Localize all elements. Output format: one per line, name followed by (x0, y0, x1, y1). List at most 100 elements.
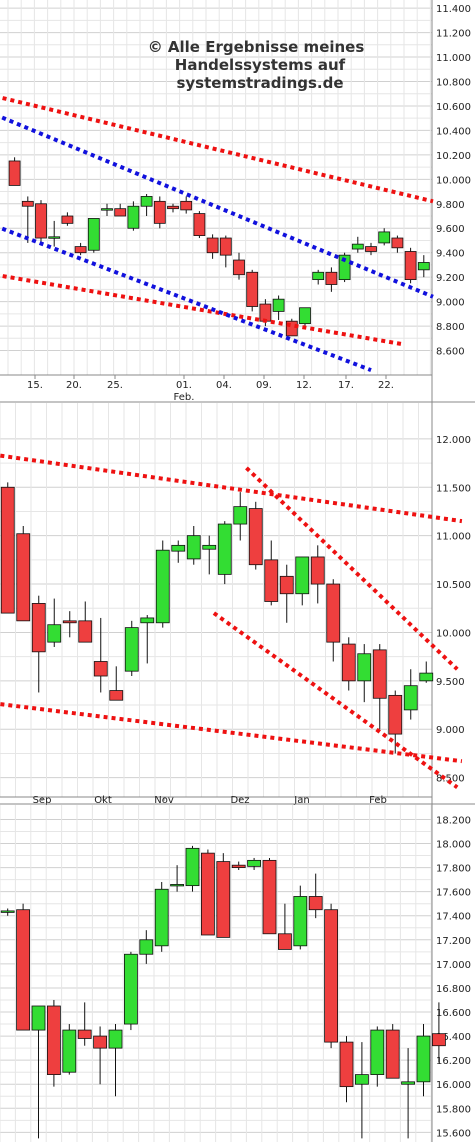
candle-body-down (326, 583, 341, 643)
candle-body-down (77, 1029, 92, 1039)
y-tick-label: 17.200 (436, 936, 471, 947)
candle-body-up (401, 1081, 416, 1085)
y-tick-label: 16.400 (436, 1032, 471, 1043)
x-tick-label: 01. (176, 380, 192, 391)
candle-body-down (35, 203, 47, 239)
y-tick-label: 11.000 (436, 53, 471, 64)
y-tick-label: 10.000 (436, 628, 471, 639)
candle-body-down (93, 1035, 107, 1049)
candle-body-up (272, 298, 285, 312)
y-tick-label: 16.800 (436, 984, 471, 995)
y-tick-label: 10.200 (436, 151, 471, 162)
candle-body-down (61, 215, 74, 224)
candle-body-down (325, 271, 338, 285)
x-tick-label: 17. (338, 380, 354, 391)
y-tick-label: 9.400 (436, 249, 465, 260)
x-tick-label: Jan (293, 795, 309, 805)
candle-body-up (127, 205, 140, 229)
candle-body-up (31, 1005, 46, 1031)
x-sublabel: Feb. (174, 392, 195, 403)
candle-body-down (114, 208, 127, 217)
candle-body-up (338, 254, 351, 281)
candle-body-up (351, 243, 364, 250)
candle-body-up (233, 506, 248, 525)
candle-body-down (324, 909, 339, 1043)
candle-body-down (279, 575, 294, 595)
y-tick-label: 9.000 (436, 298, 465, 309)
x-tick-label: Feb (369, 795, 387, 805)
candle-body-down (233, 259, 245, 276)
candle-body-up (202, 544, 217, 550)
candle-body-down (153, 200, 166, 224)
chart-body: 11.400 11.200 11.000 10.800 10.600 10.400 10.2… (0, 0, 471, 403)
x-tick-label: Sep (33, 795, 52, 805)
y-tick-label: 9.800 (436, 200, 465, 211)
candle-body-up (0, 910, 15, 913)
candle-body-down (16, 909, 31, 1031)
candle-body-down (167, 205, 179, 210)
red-trendline (0, 273, 405, 347)
y-tick-label: 9.500 (436, 677, 465, 688)
candle-body-up (170, 884, 185, 887)
x-tick-label: 25. (107, 380, 123, 391)
y-tick-label: 18.000 (436, 840, 471, 851)
red-trendline (0, 453, 463, 524)
candle-body-up (312, 271, 325, 281)
weekly-chart-panel: 12.000 11.500 11.000 10.500 10.000 9.500 9.000… (0, 403, 475, 805)
candle-body-up (186, 535, 201, 560)
blue-trendline (0, 114, 434, 299)
candle-body-down (216, 861, 231, 938)
candle-body-up (185, 847, 200, 887)
candle-body-down (16, 533, 31, 622)
y-tick-label: 16.000 (436, 1080, 471, 1091)
candle-body-down (308, 896, 323, 911)
candle-body-up (140, 617, 155, 624)
candle-body-up (370, 1029, 385, 1075)
candle-body-down (246, 271, 259, 307)
candle-body-down (431, 1033, 446, 1047)
y-tick-label: 10.400 (436, 126, 471, 137)
y-tick-label: 11.000 (436, 532, 471, 543)
y-tick-label: 10.500 (436, 580, 471, 591)
candle-body-down (78, 620, 93, 643)
candle-body-down (372, 649, 387, 699)
candle-body-up (124, 953, 138, 1025)
candle-body-down (264, 559, 279, 602)
candle-body-down (62, 620, 77, 624)
candle-body-down (180, 200, 193, 211)
candle-body-down (0, 486, 15, 614)
watermark-line-1: © Alle Ergebnisse meines (148, 38, 365, 56)
y-tick-label: 8.500 (436, 774, 465, 785)
candle-body-down (388, 694, 403, 735)
candle-body-up (354, 1074, 369, 1085)
candle-body-up (171, 544, 186, 552)
candle-body-up (140, 196, 153, 207)
y-tick-label: 8.800 (436, 322, 465, 333)
candle-body-down (310, 556, 325, 585)
x-tick-label: 09. (256, 380, 272, 391)
chart-body: 18.200 18.000 17.800 17.600 17.400 17.200 17.0… (0, 805, 471, 1142)
blue-trendline (0, 225, 372, 372)
candle-body-up (217, 523, 232, 575)
y-tick-label: 17.000 (436, 960, 471, 971)
y-tick-label: 10.000 (436, 175, 471, 186)
daily-candlestick-chart: 11.400 11.200 11.000 10.800 10.600 10.400 10.2… (0, 0, 475, 403)
candle-body-up (155, 549, 170, 624)
y-tick-label: 12.000 (436, 435, 471, 446)
candle-body-up (154, 888, 169, 947)
candle-body-up (295, 556, 310, 595)
candle-body-down (206, 237, 219, 254)
red-trendline (0, 702, 463, 764)
candle-body-up (416, 1035, 431, 1083)
x-tick-label: 04. (216, 380, 232, 391)
candle-body-down (277, 933, 292, 950)
candle-body-up (293, 896, 308, 947)
candle-body-down (341, 643, 356, 682)
candle-body-up (417, 262, 430, 271)
x-tick-label: Okt (94, 795, 112, 805)
candle-body-down (385, 1029, 400, 1079)
daily-chart-panel: 11.400 11.200 11.000 10.800 10.600 10.400 10.2… (0, 0, 475, 403)
candle-body-down (219, 237, 232, 256)
x-tick-label: 15. (27, 380, 43, 391)
candle-body-up (357, 653, 372, 682)
